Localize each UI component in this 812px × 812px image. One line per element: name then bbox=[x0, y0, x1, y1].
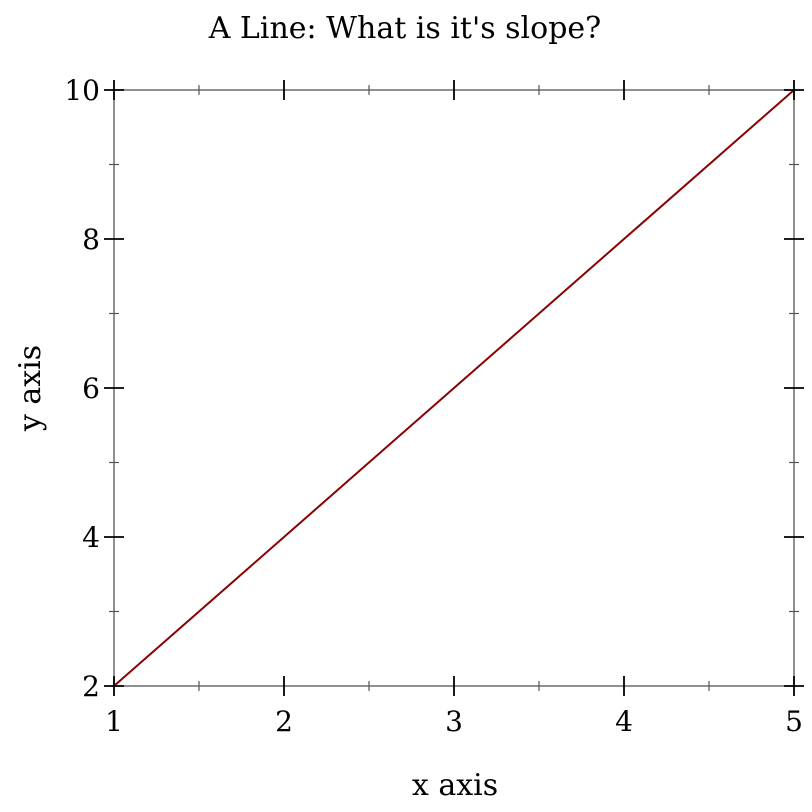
x-tick-label: 2 bbox=[275, 705, 293, 738]
y-tick-label: 10 bbox=[64, 74, 100, 107]
series-line bbox=[113, 89, 795, 687]
x-tick-label: 1 bbox=[105, 705, 123, 738]
y-axis-label: y axis bbox=[13, 345, 48, 432]
x-axis-label: x axis bbox=[412, 768, 498, 803]
y-tick-label: 2 bbox=[82, 670, 100, 703]
y-tick-label: 6 bbox=[82, 372, 100, 405]
x-tick-label: 4 bbox=[615, 705, 633, 738]
chart-title: A Line: What is it's slope? bbox=[208, 11, 602, 46]
y-tick-label: 4 bbox=[82, 521, 100, 554]
x-tick-label: 5 bbox=[785, 705, 803, 738]
y-tick-label: 8 bbox=[82, 223, 100, 256]
series-layer bbox=[113, 89, 795, 687]
x-tick-label: 3 bbox=[445, 705, 463, 738]
